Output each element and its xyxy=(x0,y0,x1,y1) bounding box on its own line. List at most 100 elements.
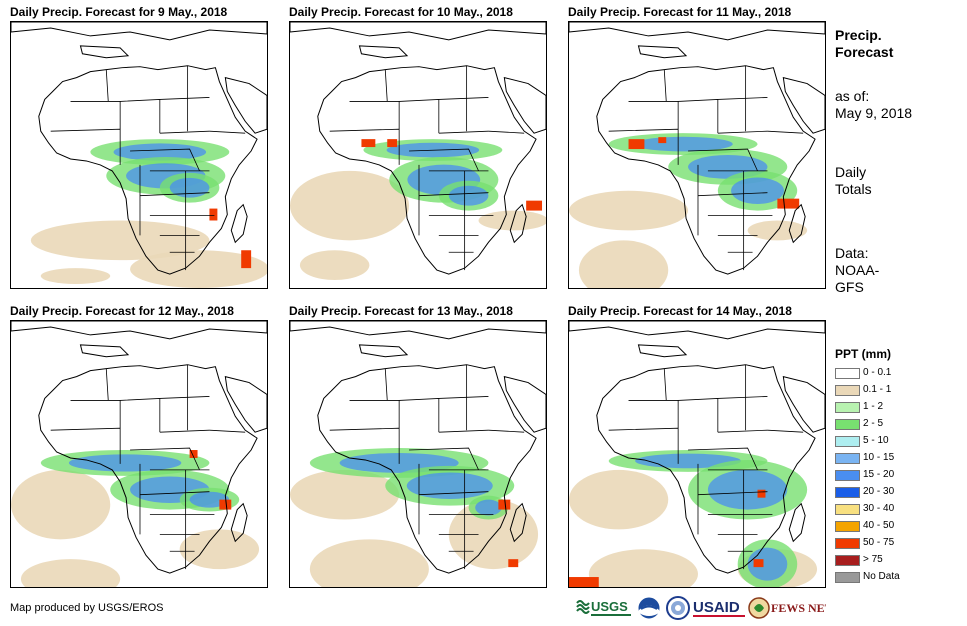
legend-label: No Data xyxy=(863,571,900,582)
legend-label: 30 - 40 xyxy=(863,503,895,514)
africa-map-svg xyxy=(569,321,825,587)
africa-map-svg xyxy=(569,22,825,288)
precip-map xyxy=(568,21,826,289)
side-title-1: Precip. xyxy=(835,27,882,43)
legend-swatch xyxy=(835,487,860,498)
panel-title: Daily Precip. Forecast for 9 May., 2018 xyxy=(10,5,228,19)
panel-title: Daily Precip. Forecast for 12 May., 2018 xyxy=(10,304,234,318)
light-precip-area xyxy=(569,469,669,530)
high-precip-area xyxy=(475,499,502,516)
legend-swatch xyxy=(835,453,860,464)
heavy-precip-area xyxy=(209,208,218,221)
light-precip-area xyxy=(11,469,111,540)
africa-map-svg xyxy=(11,321,267,587)
legend-label: > 75 xyxy=(863,554,883,565)
svg-text:USAID: USAID xyxy=(693,599,740,616)
heavy-precip-area xyxy=(569,577,599,587)
asof-date: May 9, 2018 xyxy=(835,105,913,121)
heavy-precip-area xyxy=(658,137,667,144)
legend-swatch xyxy=(835,385,860,396)
high-precip-area xyxy=(635,453,741,469)
heavy-precip-area xyxy=(777,198,800,209)
africa-map-svg xyxy=(11,22,267,288)
light-precip-area xyxy=(578,240,669,288)
light-precip-area xyxy=(40,268,111,284)
totals-label-1: Daily xyxy=(835,164,867,180)
heavy-precip-area xyxy=(526,200,543,211)
light-precip-area xyxy=(309,539,429,587)
noaa-logo xyxy=(636,595,662,621)
legend-swatch xyxy=(835,419,860,430)
legend-swatch xyxy=(835,555,860,566)
africa-map-svg xyxy=(290,22,546,281)
heavy-precip-area xyxy=(508,559,519,568)
light-precip-area xyxy=(448,499,539,570)
legend-swatch xyxy=(835,504,860,515)
legend-swatch xyxy=(835,470,860,481)
data-label-3: GFS xyxy=(835,279,864,295)
heavy-precip-area xyxy=(241,250,252,269)
africa-map-svg xyxy=(290,321,546,587)
legend-swatch xyxy=(835,538,860,549)
light-precip-area xyxy=(290,170,410,241)
panel-title: Daily Precip. Forecast for 10 May., 2018 xyxy=(289,5,513,19)
light-precip-area xyxy=(588,549,698,587)
light-precip-area xyxy=(179,529,260,570)
light-precip-area xyxy=(569,190,689,231)
legend-swatch xyxy=(835,402,860,413)
legend-label: 10 - 15 xyxy=(863,452,895,463)
side-title-2: Forecast xyxy=(835,44,894,60)
heavy-precip-area xyxy=(498,499,511,510)
legend-swatch xyxy=(835,436,860,447)
high-precip-area xyxy=(68,454,182,472)
usgs-logo: USGS xyxy=(576,595,632,621)
svg-text:FEWS NET: FEWS NET xyxy=(771,601,826,615)
legend-swatch xyxy=(835,572,860,583)
precip-map xyxy=(10,21,268,289)
credit-text: Map produced by USGS/EROS xyxy=(10,602,164,614)
svg-text:USGS: USGS xyxy=(591,599,628,614)
fewsnet-logo: FEWS NET xyxy=(748,595,833,621)
precip-map xyxy=(289,21,547,289)
legend-label: 2 - 5 xyxy=(863,418,884,429)
legend-swatch xyxy=(835,521,860,532)
data-label-2: NOAA- xyxy=(835,262,880,278)
light-precip-area xyxy=(478,210,546,231)
high-precip-area xyxy=(707,469,788,510)
light-precip-area xyxy=(20,559,121,587)
high-precip-area xyxy=(747,547,788,581)
heavy-precip-area xyxy=(219,499,232,510)
usaid-logo: USAID xyxy=(692,595,748,621)
precip-map xyxy=(568,320,826,588)
high-precip-area xyxy=(448,185,489,206)
panel-title: Daily Precip. Forecast for 13 May., 2018 xyxy=(289,304,513,318)
logo-strip: USGS USAID FEWS NET xyxy=(576,595,833,621)
panel-title: Daily Precip. Forecast for 14 May., 2018 xyxy=(568,304,792,318)
heavy-precip-area xyxy=(628,139,645,150)
legend-label: 50 - 75 xyxy=(863,537,895,548)
heavy-precip-area xyxy=(753,559,764,568)
legend-label: 20 - 30 xyxy=(863,486,895,497)
high-precip-area xyxy=(633,136,733,152)
legend-swatch xyxy=(835,368,860,379)
high-precip-area xyxy=(731,177,784,204)
legend-label: 0.1 - 1 xyxy=(863,384,892,395)
heavy-precip-area xyxy=(387,139,398,148)
legend-label: 15 - 20 xyxy=(863,469,895,480)
light-precip-area xyxy=(30,220,210,261)
legend-title: PPT (mm) xyxy=(835,347,892,361)
legend-label: 5 - 10 xyxy=(863,435,889,446)
heavy-precip-area xyxy=(757,489,766,498)
legend-label: 1 - 2 xyxy=(863,401,884,412)
panel-title: Daily Precip. Forecast for 11 May., 2018 xyxy=(568,5,792,19)
light-precip-area xyxy=(299,250,370,281)
asof-label: as of: xyxy=(835,88,870,104)
precip-map xyxy=(289,320,547,588)
high-precip-area xyxy=(113,143,207,161)
data-label-1: Data: xyxy=(835,245,869,261)
heavy-precip-area xyxy=(189,450,198,458)
usda-seal-logo xyxy=(666,595,690,621)
high-precip-area xyxy=(169,177,210,198)
precip-map xyxy=(10,320,268,588)
legend-label: 0 - 0.1 xyxy=(863,367,892,378)
